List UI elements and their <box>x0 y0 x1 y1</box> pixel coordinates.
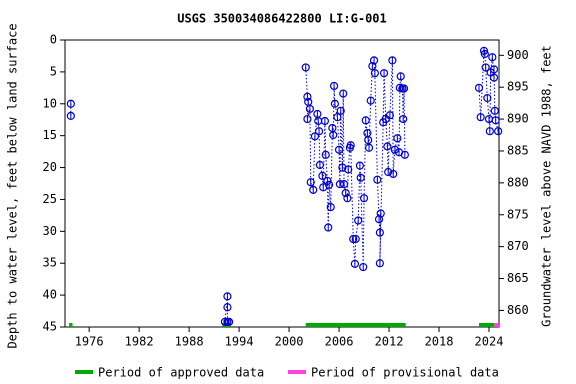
legend-label: Period of provisional data <box>311 366 499 380</box>
y2-tick-label: 890 <box>507 112 529 126</box>
x-tick-label: 1988 <box>175 335 204 349</box>
x-tick-label: 2012 <box>375 335 404 349</box>
x-tick-label: 1982 <box>125 335 154 349</box>
period-bar <box>305 323 406 327</box>
x-tick-label: 2000 <box>275 335 304 349</box>
y2-tick-label: 900 <box>507 48 529 62</box>
period-bar <box>69 323 73 327</box>
y-tick-label: 0 <box>50 33 57 47</box>
y2-tick-label: 870 <box>507 239 529 253</box>
y2-tick-label: 885 <box>507 143 529 157</box>
x-tick-label: 1976 <box>75 335 104 349</box>
x-tick-label: 1994 <box>225 335 254 349</box>
y2-axis-label: Groundwater level above NAVD 1988, feet <box>540 45 554 327</box>
y-axis-label: Depth to water level, feet below land su… <box>6 23 20 348</box>
plot-frame <box>64 39 500 328</box>
period-bar <box>494 323 499 327</box>
y2-tick-label: 865 <box>507 271 529 285</box>
x-tick-label: 2024 <box>475 335 504 349</box>
x-tick-label: 2006 <box>325 335 354 349</box>
y-tick-label: 25 <box>43 192 57 206</box>
y-tick-label: 35 <box>43 256 57 270</box>
y2-tick-label: 860 <box>507 303 529 317</box>
y-tick-label: 40 <box>43 288 57 302</box>
x-tick-label: 2018 <box>425 335 454 349</box>
y-tick-label: 20 <box>43 160 57 174</box>
y2-tick-label: 875 <box>507 207 529 221</box>
y-tick-label: 5 <box>50 64 57 78</box>
y2-tick-label: 880 <box>507 175 529 189</box>
y-tick-label: 30 <box>43 224 57 238</box>
series-line <box>70 50 499 323</box>
period-bar <box>479 323 495 327</box>
chart-title: USGS 350034086422800 LI:G-001 <box>177 12 387 26</box>
legend-label: Period of approved data <box>98 366 264 380</box>
y-tick-label: 45 <box>43 320 57 334</box>
y2-tick-label: 895 <box>507 80 529 94</box>
y-tick-label: 10 <box>43 96 57 110</box>
y-tick-label: 15 <box>43 128 57 142</box>
